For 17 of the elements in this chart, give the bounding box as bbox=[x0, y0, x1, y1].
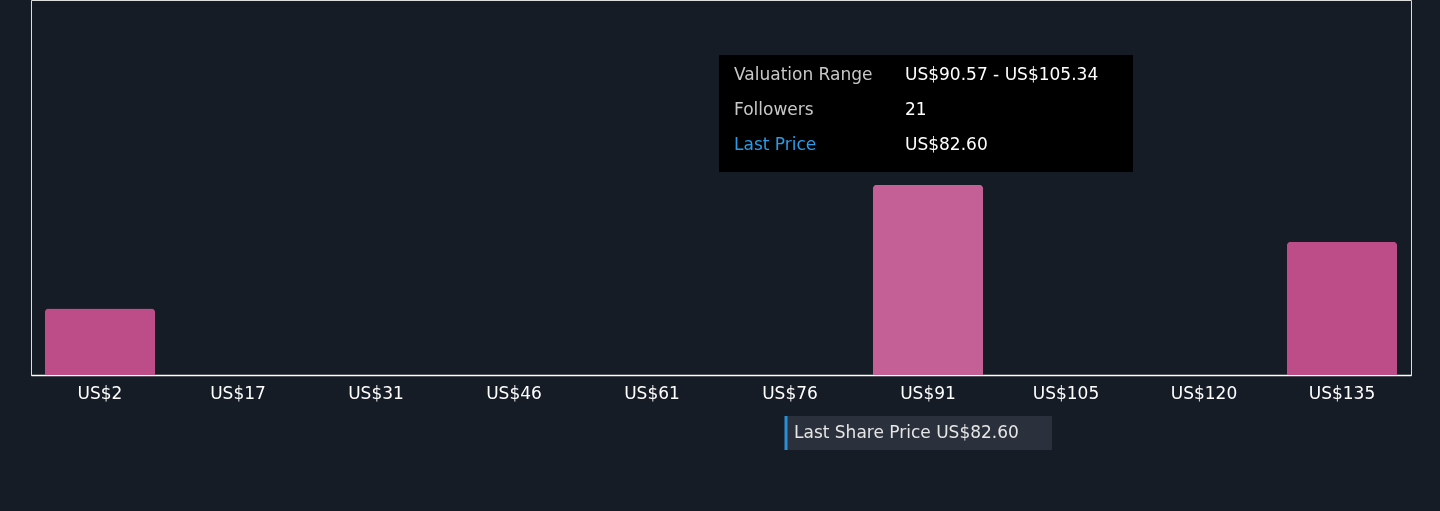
x-tick-label: US$46 bbox=[486, 382, 542, 403]
x-tick-label: US$2 bbox=[77, 382, 123, 403]
x-tick-label: US$61 bbox=[624, 382, 680, 403]
text: Followers bbox=[734, 99, 814, 119]
x-tick-label: US$91 bbox=[900, 382, 956, 403]
text: Last Price bbox=[734, 134, 817, 154]
x-tick-label: US$31 bbox=[348, 382, 404, 403]
x-tick-label: US$120 bbox=[1170, 382, 1238, 403]
x-tick-label: US$135 bbox=[1308, 382, 1376, 403]
text: US$82.60 bbox=[905, 134, 988, 154]
x-tick-label: US$105 bbox=[1032, 382, 1100, 403]
text: Valuation Range bbox=[734, 64, 873, 84]
x-tick-label: US$76 bbox=[762, 382, 818, 403]
text: Last Share Price US$82.60 bbox=[794, 422, 1019, 442]
text: US$90.57 - US$105.34 bbox=[905, 64, 1099, 84]
text: 21 bbox=[905, 99, 927, 119]
x-tick-label: US$17 bbox=[210, 382, 266, 403]
